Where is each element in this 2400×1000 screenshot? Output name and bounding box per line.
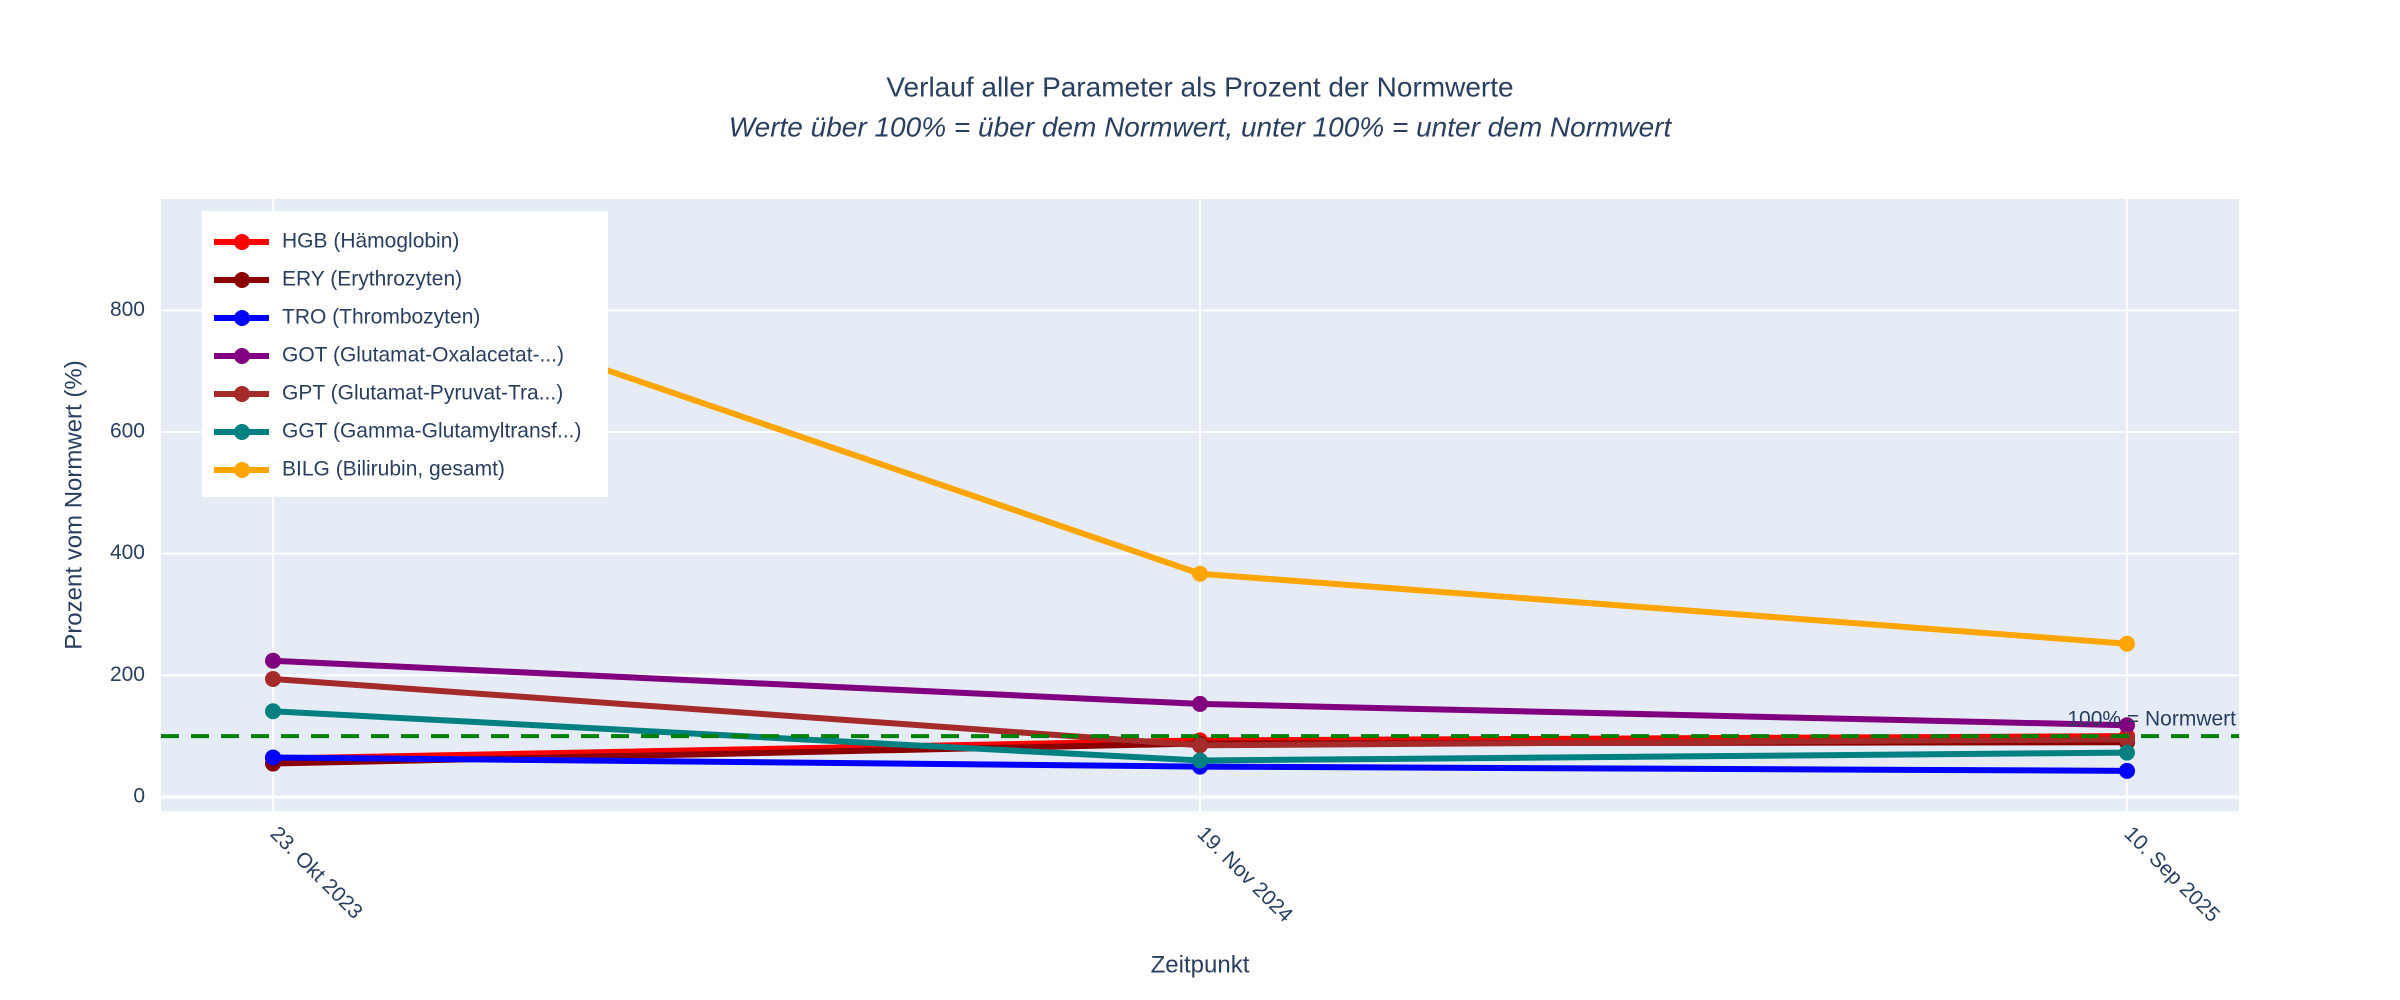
x-tick-label: 10. Sep 2025	[2120, 822, 2225, 927]
data-point	[1192, 695, 1208, 712]
y-tick-label: 600	[110, 420, 145, 443]
legend-marker	[234, 348, 250, 364]
data-point	[265, 652, 281, 669]
legend-label: GGT (Gamma-Glutamyltransf...)	[282, 420, 582, 443]
legend-label: BILG (Bilirubin, gesamt)	[282, 458, 505, 481]
data-point	[1192, 737, 1208, 754]
data-point	[2119, 744, 2135, 761]
data-point	[265, 670, 281, 687]
data-point	[1192, 752, 1208, 769]
reference-label: 100% = Normwert	[2067, 708, 2236, 731]
legend-marker	[234, 462, 250, 478]
legend-marker	[234, 272, 250, 288]
legend-box	[202, 211, 608, 497]
legend-label: ERY (Erythrozyten)	[282, 268, 462, 291]
legend-marker	[234, 234, 250, 250]
data-point	[2119, 717, 2135, 734]
data-point	[1192, 565, 1208, 582]
legend-label: HGB (Hämoglobin)	[282, 230, 459, 253]
legend-label: TRO (Thrombozyten)	[282, 306, 480, 329]
data-point	[265, 749, 281, 766]
data-point	[2119, 762, 2135, 779]
y-tick-label: 0	[133, 785, 145, 808]
x-tick-label: 19. Nov 2024	[1193, 822, 1298, 927]
y-axis-title: Prozent vom Normwert (%)	[60, 360, 87, 649]
y-tick-label: 200	[110, 663, 145, 686]
legend-marker	[234, 424, 250, 440]
y-tick-label: 400	[110, 541, 145, 564]
data-point	[265, 703, 281, 720]
y-tick-label: 800	[110, 298, 145, 321]
legend-marker	[234, 386, 250, 402]
legend-label: GOT (Glutamat-Oxalacetat-...)	[282, 344, 564, 367]
chart-subtitle: Werte über 100% = über dem Normwert, unt…	[729, 111, 1673, 142]
chart-title: Verlauf aller Parameter als Prozent der …	[886, 71, 1513, 102]
legend-marker	[234, 310, 250, 326]
data-point	[2119, 635, 2135, 652]
legend-label: GPT (Glutamat-Pyruvat-Tra...)	[282, 382, 563, 405]
x-tick-label: 23. Okt 2023	[266, 822, 367, 923]
x-axis-title: Zeitpunkt	[1151, 951, 1250, 978]
